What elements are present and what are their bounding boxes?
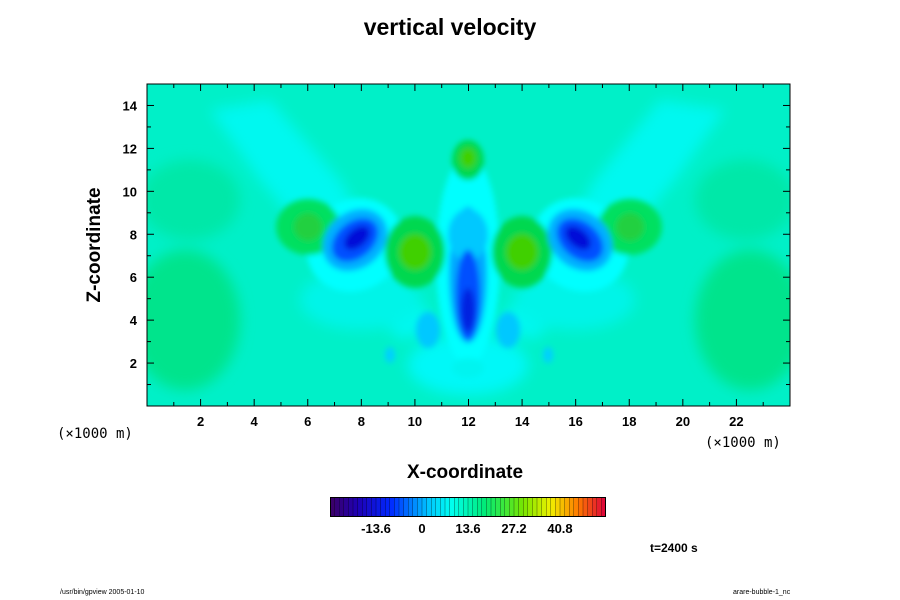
colorbar-cell xyxy=(444,497,451,517)
z-tick-label: 4 xyxy=(130,313,138,328)
colorbar-cell xyxy=(394,497,400,517)
colorbar-cell xyxy=(421,497,428,517)
x-tick-label: 18 xyxy=(622,414,636,429)
heatmap-field xyxy=(147,84,790,406)
colorbar-cell xyxy=(587,497,593,517)
colorbar-cell xyxy=(523,497,529,517)
colorbar-cell xyxy=(362,497,368,517)
colorbar-cell xyxy=(601,497,606,517)
colorbar-cell xyxy=(440,497,446,517)
colorbar-cell xyxy=(495,497,501,517)
z-unit-label: (×1000 m) xyxy=(57,426,133,442)
colorbar-tick-label: 13.6 xyxy=(455,521,481,536)
colorbar-cell xyxy=(417,497,423,517)
colorbar-tick-label: 40.8 xyxy=(547,521,573,536)
colorbar-cell xyxy=(408,497,414,517)
colorbar-cell xyxy=(486,497,492,517)
colorbar-cell xyxy=(559,497,566,517)
colorbar-cell xyxy=(458,497,465,517)
footer-command: /usr/bin/gpview 2005-01-10 xyxy=(60,589,145,596)
x-axis-label: X-coordinate xyxy=(407,462,523,483)
colorbar-cell xyxy=(334,497,340,517)
colorbar xyxy=(330,497,606,517)
x-tick-label: 4 xyxy=(251,414,259,429)
z-tick-label: 8 xyxy=(130,227,137,242)
colorbar-cell xyxy=(375,497,382,517)
colorbar-cell xyxy=(513,497,520,517)
colorbar-cell xyxy=(454,497,460,517)
colorbar-cell xyxy=(339,497,345,517)
colorbar-cell xyxy=(518,497,524,517)
colorbar-cell xyxy=(435,497,442,517)
colorbar-cell xyxy=(578,497,584,517)
colorbar-cell xyxy=(546,497,552,517)
x-tick-label: 10 xyxy=(408,414,422,429)
colorbar-cell xyxy=(536,497,543,517)
x-tick-label: 8 xyxy=(358,414,365,429)
z-tick-label: 6 xyxy=(130,270,137,285)
colorbar-cell xyxy=(569,497,575,517)
axis-ticks xyxy=(147,84,790,406)
colorbar-cell xyxy=(357,497,363,517)
colorbar-cell xyxy=(431,497,437,517)
x-tick-label: 2 xyxy=(197,414,204,429)
z-tick-label: 12 xyxy=(123,141,137,156)
colorbar-cell xyxy=(467,497,474,517)
colorbar-cell xyxy=(490,497,497,517)
colorbar-cell xyxy=(385,497,391,517)
x-tick-label: 6 xyxy=(304,414,311,429)
colorbar-frame xyxy=(330,497,606,517)
colorbar-cell xyxy=(500,497,506,517)
colorbar-cell xyxy=(509,497,515,517)
colorbar-tick-label: 27.2 xyxy=(501,521,527,536)
z-tick-label: 10 xyxy=(123,184,137,199)
colorbar-cell xyxy=(527,497,534,517)
colorbar-cell xyxy=(366,497,373,517)
footer-filename: arare-bubble-1_nc xyxy=(733,589,791,596)
colorbar-cell xyxy=(398,497,405,517)
colorbar-cell xyxy=(463,497,469,517)
z-tick-label: 2 xyxy=(130,356,137,371)
y-axis-label: Z-coordinate xyxy=(84,187,105,302)
colorbar-cell xyxy=(582,497,589,517)
colorbar-cell xyxy=(573,497,580,517)
colorbar-cell xyxy=(426,497,432,517)
z-tick-label: 14 xyxy=(123,98,138,113)
colorbar-cell xyxy=(477,497,483,517)
x-tick-label: 14 xyxy=(515,414,530,429)
x-tick-label: 12 xyxy=(461,414,475,429)
colorbar-cell xyxy=(352,497,359,517)
chart-title: vertical velocity xyxy=(363,14,537,40)
colorbar-cell xyxy=(472,497,478,517)
colorbar-tick-label: 0 xyxy=(418,521,426,536)
colorbar-cell xyxy=(371,497,377,517)
x-tick-label: 22 xyxy=(729,414,743,429)
colorbar-tick-labels: -13.6 0 13.6 27.2 40.8 xyxy=(0,521,900,541)
colorbar-cell xyxy=(592,497,598,517)
x-unit-label: (×1000 m) xyxy=(705,435,781,451)
colorbar-cell xyxy=(449,497,455,517)
x-tick-label: 20 xyxy=(676,414,690,429)
x-tick-label: 16 xyxy=(568,414,582,429)
colorbar-cell xyxy=(504,497,511,517)
colorbar-cell xyxy=(564,497,570,517)
colorbar-cell xyxy=(555,497,561,517)
colorbar-tick-label: -13.6 xyxy=(361,521,391,536)
colorbar-cell xyxy=(403,497,409,517)
colorbar-cell xyxy=(343,497,350,517)
colorbar-cell xyxy=(541,497,547,517)
colorbar-cell xyxy=(550,497,557,517)
colorbar-cell xyxy=(532,497,538,517)
colorbar-cell xyxy=(348,497,354,517)
colorbar-cell xyxy=(412,497,419,517)
colorbar-cell xyxy=(481,497,488,517)
colorbar-cell xyxy=(380,497,386,517)
colorbar-cell xyxy=(389,497,396,517)
colorbar-cell xyxy=(596,497,603,517)
time-label: t=2400 s xyxy=(650,541,698,555)
